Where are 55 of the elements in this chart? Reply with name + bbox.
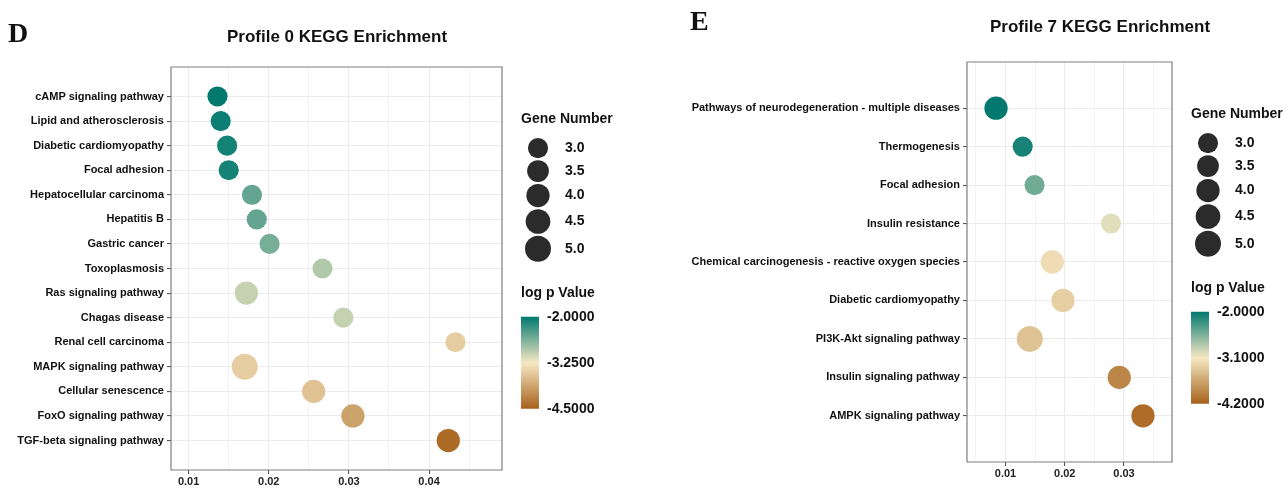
- y-tick-label: Chemical carcinogenesis - reactive oxygen species: [691, 255, 960, 268]
- legend-label: 3.5: [565, 161, 585, 178]
- y-tick-label: MAPK signaling pathway: [33, 359, 165, 372]
- color-bar-label: -4.5000: [547, 399, 595, 416]
- chart-title: Profile 7 KEGG Enrichment: [989, 17, 1211, 36]
- y-tick-label: Ras signaling pathway: [45, 286, 165, 299]
- color-bar-title: log p Value: [521, 283, 596, 300]
- color-bar-label: -2.0000: [1217, 302, 1265, 319]
- y-tick-label: TGF-beta signaling pathway: [17, 433, 165, 446]
- legend-title: Gene Number: [1191, 105, 1284, 121]
- y-tick-label: Focal adhesion: [879, 178, 961, 191]
- legend-label: 4.5: [1235, 207, 1255, 224]
- legend-label: 3.0: [1235, 133, 1255, 150]
- x-tick-label: 0.03: [338, 474, 360, 487]
- y-tick-label: Insulin resistance: [867, 216, 960, 229]
- legend-label: 4.5: [565, 212, 585, 229]
- y-tick-label: Hepatitis B: [106, 212, 165, 225]
- y-tick-label: Gastric cancer: [87, 236, 165, 249]
- y-tick-label: Toxoplasmosis: [84, 261, 164, 274]
- chart-title: Profile 0 KEGG Enrichment: [226, 27, 448, 46]
- text: D: [8, 17, 29, 48]
- legend-label: 3.5: [1235, 156, 1255, 173]
- color-bar-label: -4.2000: [1217, 394, 1265, 411]
- legend-title: Gene Number: [521, 110, 614, 126]
- y-tick-label: Thermogenesis: [878, 139, 960, 152]
- x-tick-label: 0.02: [258, 474, 280, 487]
- y-tick-label: PI3K-Akt signaling pathway: [815, 331, 961, 344]
- y-tick-label: Hepatocellular carcinoma: [30, 187, 165, 200]
- y-tick-label: Diabetic cardiomyopathy: [829, 293, 961, 306]
- y-tick-label: FoxO signaling pathway: [37, 408, 165, 421]
- y-tick-label: Insulin signaling pathway: [826, 370, 961, 383]
- x-tick-label: 0.01: [994, 466, 1017, 479]
- color-bar-label: -3.2500: [547, 353, 595, 370]
- text: E: [690, 5, 709, 36]
- y-tick-label: Lipid and atherosclerosis: [30, 114, 164, 127]
- y-tick-label: AMPK signaling pathway: [829, 408, 961, 421]
- y-tick-label: Focal adhesion: [83, 163, 165, 176]
- x-tick-label: 0.03: [1113, 466, 1135, 479]
- color-bar-title: log p Value: [1191, 278, 1266, 295]
- x-tick-label: 0.04: [418, 474, 441, 487]
- legend-label: 5.0: [1235, 234, 1255, 251]
- legend-label: 4.0: [565, 186, 585, 203]
- x-tick-label: 0.01: [177, 474, 200, 487]
- legend-label: 4.0: [1235, 181, 1255, 198]
- legend-label: 5.0: [565, 239, 585, 256]
- color-bar-label: -2.0000: [547, 307, 595, 324]
- y-tick-label: Cellular senescence: [58, 384, 164, 397]
- y-tick-label: Pathways of neurodegeneration - multiple diseases: [691, 101, 960, 114]
- y-tick-label: Diabetic cardiomyopathy: [33, 138, 165, 151]
- x-tick-label: 0.02: [1054, 466, 1076, 479]
- y-tick-label: Renal cell carcinoma: [54, 335, 165, 348]
- color-bar-label: -3.1000: [1217, 348, 1265, 365]
- y-tick-label: Chagas disease: [80, 310, 164, 323]
- y-tick-label: cAMP signaling pathway: [35, 89, 165, 102]
- legend-label: 3.0: [565, 138, 585, 155]
